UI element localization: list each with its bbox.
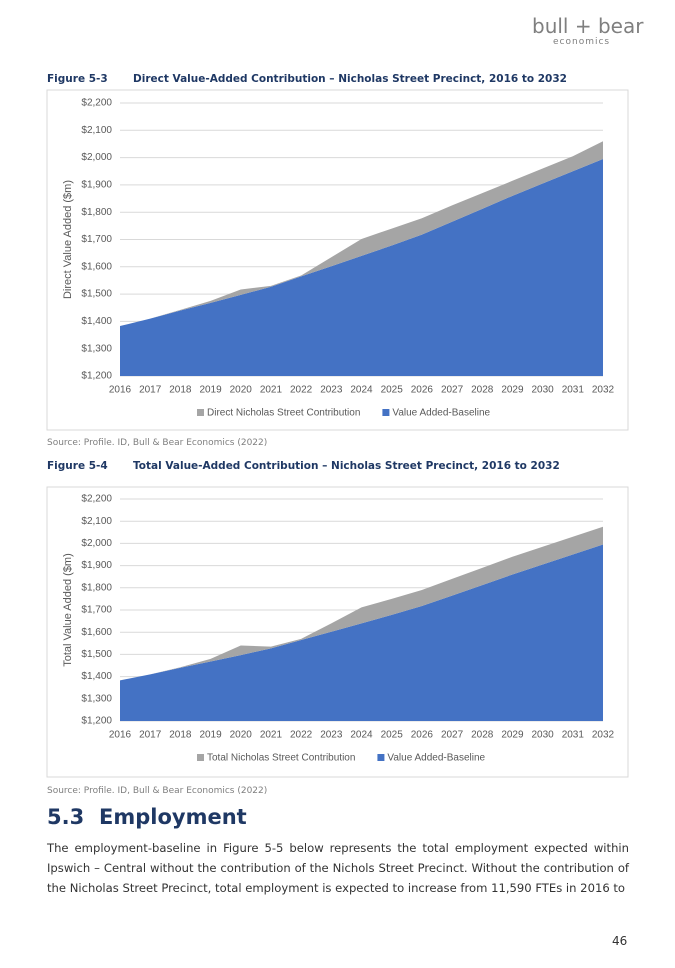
x-tick-label: 2023 — [320, 385, 343, 396]
x-tick-label: 2032 — [592, 730, 615, 741]
source: Source: Profile. ID, Bull & Bear Economi… — [47, 438, 268, 448]
y-tick-label: $1,900 — [81, 560, 112, 571]
x-tick-label: 2023 — [320, 730, 343, 741]
x-tick-label: 2031 — [562, 385, 585, 396]
y-tick-label: $1,300 — [81, 343, 112, 354]
x-tick-label: 2017 — [139, 385, 162, 396]
x-tick-label: 2025 — [381, 730, 404, 741]
area — [120, 158, 603, 376]
figure-title: Direct Value-Added Contribution – Nichol… — [133, 73, 567, 85]
x-tick-label: 2026 — [411, 730, 434, 741]
y-tick-label: $1,400 — [81, 316, 112, 327]
y-tick-label: $1,900 — [81, 180, 112, 191]
x-tick-label: 2024 — [350, 730, 373, 741]
x-tick-label: 2019 — [199, 730, 222, 741]
x-tick-label: 2021 — [260, 730, 283, 741]
y-tick-label: $2,000 — [81, 152, 112, 163]
x-tick-label: 2016 — [109, 385, 132, 396]
x-tick-label: 2026 — [411, 385, 434, 396]
x-tick-label: 2017 — [139, 730, 162, 741]
legend-label: Value Added-Baseline — [392, 408, 490, 419]
x-tick-label: 2025 — [381, 385, 404, 396]
y-axis-title: Total Value Added ($m) — [62, 553, 74, 667]
area — [120, 544, 603, 721]
legend-swatch — [197, 754, 204, 761]
paragraph: The employment-baseline in Figure 5-5 be… — [47, 841, 629, 895]
y-tick-label: $1,200 — [81, 716, 112, 727]
x-tick-label: 2029 — [501, 730, 524, 741]
legend-label: Direct Nicholas Street Contribution — [207, 408, 360, 419]
y-tick-label: $1,700 — [81, 605, 112, 616]
figure-number: Figure 5-4 — [47, 460, 108, 472]
x-tick-label: 2020 — [230, 730, 253, 741]
section-title: Employment — [99, 805, 247, 829]
x-tick-label: 2022 — [290, 385, 313, 396]
y-tick-label: $1,600 — [81, 261, 112, 272]
figure-number: Figure 5-3 — [47, 73, 108, 85]
y-tick-label: $1,500 — [81, 649, 112, 660]
figure-title: Total Value-Added Contribution – Nichola… — [133, 460, 560, 472]
legend-swatch — [197, 409, 204, 416]
x-tick-label: 2029 — [501, 385, 524, 396]
y-tick-label: $2,200 — [81, 494, 112, 505]
logo: bull + bear — [532, 14, 644, 38]
x-tick-label: 2030 — [532, 385, 555, 396]
x-tick-label: 2028 — [471, 730, 494, 741]
y-tick-label: $1,700 — [81, 234, 112, 245]
x-tick-label: 2016 — [109, 730, 132, 741]
x-tick-label: 2030 — [532, 730, 555, 741]
y-tick-label: $2,200 — [81, 98, 112, 109]
y-tick-label: $1,800 — [81, 207, 112, 218]
section-number: 5.3 — [47, 805, 85, 829]
y-tick-label: $1,400 — [81, 671, 112, 682]
y-tick-label: $1,800 — [81, 582, 112, 593]
x-tick-label: 2024 — [350, 385, 373, 396]
logo-sub: economics — [553, 37, 611, 47]
x-tick-label: 2028 — [471, 385, 494, 396]
x-tick-label: 2022 — [290, 730, 313, 741]
x-tick-label: 2020 — [230, 385, 253, 396]
x-tick-label: 2032 — [592, 385, 615, 396]
legend-label: Total Nicholas Street Contribution — [207, 753, 355, 764]
page-number: 46 — [612, 934, 628, 948]
x-tick-label: 2019 — [199, 385, 222, 396]
y-tick-label: $1,300 — [81, 693, 112, 704]
legend-label: Value Added-Baseline — [387, 753, 485, 764]
y-tick-label: $1,500 — [81, 289, 112, 300]
y-axis-title: Direct Value Added ($m) — [62, 180, 74, 299]
x-tick-label: 2018 — [169, 730, 192, 741]
y-tick-label: $2,000 — [81, 538, 112, 549]
x-tick-label: 2018 — [169, 385, 192, 396]
x-tick-label: 2031 — [562, 730, 585, 741]
y-tick-label: $2,100 — [81, 125, 112, 136]
legend-swatch — [377, 754, 385, 761]
x-tick-label: 2027 — [441, 730, 464, 741]
x-tick-label: 2021 — [260, 385, 283, 396]
y-tick-label: $1,200 — [81, 371, 112, 382]
y-tick-label: $1,600 — [81, 627, 112, 638]
source: Source: Profile. ID, Bull & Bear Economi… — [47, 786, 268, 796]
legend-swatch — [382, 409, 390, 416]
y-tick-label: $2,100 — [81, 516, 112, 527]
x-tick-label: 2027 — [441, 385, 464, 396]
